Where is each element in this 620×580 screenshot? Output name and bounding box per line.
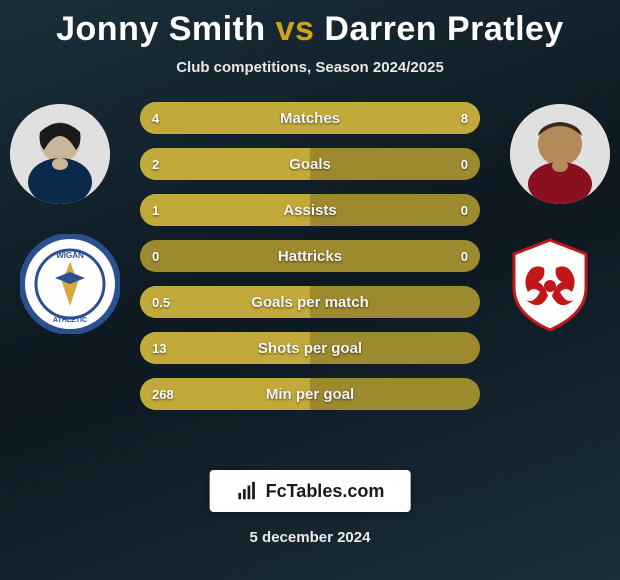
stat-fill-left <box>140 332 310 364</box>
brand-badge: FcTables.com <box>210 470 411 512</box>
comparison-stage: WIGAN ATHLETIC 48Matches 20Goals 10Assists… <box>0 94 620 514</box>
player1-avatar <box>10 104 110 204</box>
stat-bars: 48Matches 20Goals 10Assists 00Hattricks 0.5G… <box>140 102 480 424</box>
player2-avatar <box>510 104 610 204</box>
stat-row: 20Goals <box>140 148 480 180</box>
stat-fill-left <box>140 378 310 410</box>
brand-chart-icon <box>236 480 258 502</box>
svg-text:WIGAN: WIGAN <box>56 251 84 260</box>
player2-club-badge <box>500 234 600 334</box>
date-text: 5 december 2024 <box>0 529 620 546</box>
stat-fill-left <box>140 194 310 226</box>
stat-fill-right <box>252 102 480 134</box>
stat-fill-left <box>140 102 252 134</box>
stat-row: 00Hattricks <box>140 240 480 272</box>
stat-row: 10Assists <box>140 194 480 226</box>
subtitle: Club competitions, Season 2024/2025 <box>0 59 620 76</box>
page-title: Jonny Smith vs Darren Pratley <box>0 0 620 49</box>
stat-row: 48Matches <box>140 102 480 134</box>
vs-text: vs <box>276 10 315 48</box>
player2-avatar-icon <box>510 104 610 204</box>
stat-track <box>140 240 480 272</box>
svg-text:ATHLETIC: ATHLETIC <box>53 317 87 324</box>
stat-fill-left <box>140 148 310 180</box>
stat-row: 268Min per goal <box>140 378 480 410</box>
player1-club-badge: WIGAN ATHLETIC <box>20 234 120 334</box>
player1-avatar-icon <box>10 104 110 204</box>
brand-text: FcTables.com <box>266 481 385 502</box>
stat-row: 0.5Goals per match <box>140 286 480 318</box>
stat-fill-left <box>140 286 310 318</box>
player1-name: Jonny Smith <box>56 10 266 48</box>
stat-row: 13Shots per goal <box>140 332 480 364</box>
player2-name: Darren Pratley <box>324 10 563 48</box>
wigan-badge-icon: WIGAN ATHLETIC <box>20 234 120 334</box>
leyton-orient-badge-icon <box>500 234 600 334</box>
